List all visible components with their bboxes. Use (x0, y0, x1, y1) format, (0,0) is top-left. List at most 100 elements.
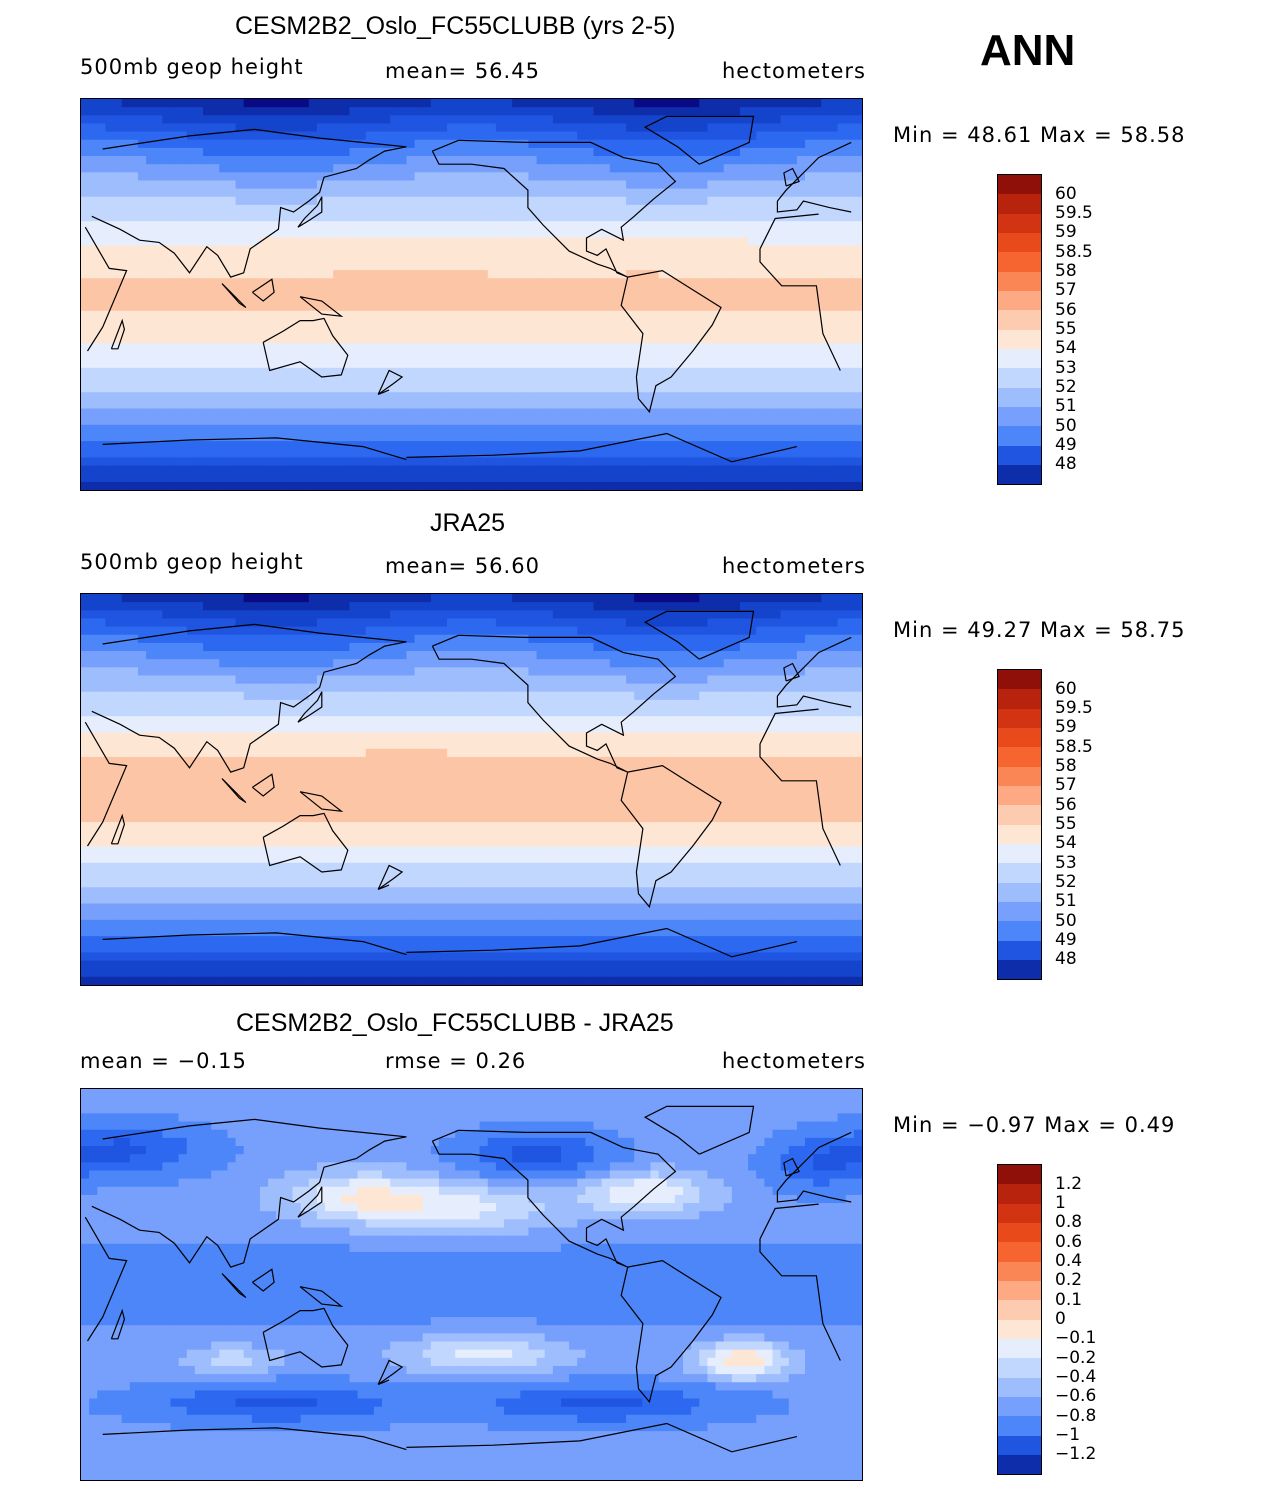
contour-cell (178, 213, 188, 222)
contour-cell (333, 99, 342, 108)
contour-cell (731, 481, 741, 490)
contour-cell (406, 188, 416, 198)
contour-cell (170, 384, 180, 393)
contour-cell (707, 384, 717, 393)
contour-cell (455, 172, 464, 182)
contour-cell (642, 327, 652, 336)
contour-cell (333, 278, 342, 287)
contour-cell (650, 131, 660, 141)
contour-cell (837, 594, 847, 603)
contour-cell (626, 602, 635, 611)
contour-cell (154, 441, 163, 450)
contour-cell (504, 424, 513, 434)
contour-cell (382, 139, 391, 149)
contour-cell (772, 302, 782, 312)
contour-cell (178, 481, 188, 490)
contour-cell (739, 229, 749, 239)
contour-cell (154, 327, 163, 336)
contour-cell (178, 237, 188, 247)
contour-cell (739, 335, 749, 344)
contour-cell (707, 253, 717, 263)
contour-cell (764, 261, 774, 271)
contour-cell (121, 99, 131, 108)
contour-cell (146, 131, 155, 141)
contour-cell (406, 294, 416, 304)
contour-cell (178, 286, 188, 296)
contour-cell (601, 286, 611, 296)
contour-cell (756, 449, 765, 459)
contour-cell (308, 131, 318, 141)
contour-cell (772, 424, 782, 434)
contour-cell (471, 375, 481, 385)
contour-cell (251, 107, 261, 116)
contour-cell (398, 172, 408, 182)
contour-cell (699, 610, 709, 620)
contour-cell (536, 139, 546, 149)
contour-cell (837, 196, 847, 206)
contour-cell (748, 261, 757, 271)
contour-cell (430, 310, 440, 320)
contour-cell (626, 441, 635, 450)
contour-cell (251, 335, 261, 344)
season-label: ANN (980, 26, 1076, 75)
contour-cell (805, 473, 814, 483)
contour-cell (276, 400, 285, 410)
panel-2-variable-label: 500mb geop height (80, 550, 304, 574)
contour-cell (805, 416, 814, 426)
contour-cell (455, 359, 464, 369)
contour-cell (691, 384, 700, 393)
contour-cell (227, 99, 237, 108)
contour-cell (829, 245, 839, 255)
coastline (110, 318, 126, 350)
contour-cell (837, 408, 847, 418)
contour-cell (186, 602, 196, 611)
contour-cell (438, 610, 448, 620)
contour-cell (113, 164, 123, 173)
contour-cell (642, 164, 652, 173)
contour-cell (691, 351, 700, 361)
contour-cell (748, 221, 757, 230)
contour-cell (300, 245, 310, 255)
contour-cell (259, 432, 269, 442)
contour-cell (292, 261, 302, 271)
contour-cell (300, 351, 310, 361)
contour-cell (268, 602, 277, 611)
contour-cell (552, 139, 562, 149)
contour-cell (162, 465, 172, 475)
contour-cell (805, 147, 814, 157)
contour-cell (422, 424, 432, 434)
contour-cell (788, 610, 798, 620)
contour-cell (691, 408, 700, 418)
contour-cell (626, 449, 635, 459)
contour-cell (813, 408, 822, 418)
contour-cell (723, 359, 733, 369)
contour-cell (251, 188, 261, 198)
contour-cell (284, 424, 294, 434)
contour-cell (536, 261, 546, 271)
contour-cell (455, 204, 464, 214)
contour-cell (772, 602, 782, 611)
contour-cell (813, 204, 822, 214)
contour-cell (406, 351, 416, 361)
contour-cell (772, 416, 782, 426)
contour-cell (756, 237, 765, 247)
contour-cell (772, 481, 782, 490)
contour-cell (300, 278, 310, 287)
contour-cell (520, 107, 530, 116)
contour-cell (89, 408, 98, 418)
contour-cell (105, 465, 115, 475)
contour-cell (300, 449, 310, 459)
contour-cell (463, 99, 473, 108)
contour-cell (430, 449, 440, 459)
contour-cell (788, 367, 798, 377)
contour-cell (479, 441, 489, 450)
contour-cell (430, 253, 440, 263)
contour-cell (471, 147, 481, 157)
contour-cell (227, 278, 237, 287)
contour-cell (699, 188, 709, 198)
contour-cell (284, 318, 294, 328)
contour-cell (235, 115, 245, 125)
contour-cell (683, 294, 692, 304)
contour-cell (373, 123, 383, 133)
contour-cell (316, 123, 326, 133)
